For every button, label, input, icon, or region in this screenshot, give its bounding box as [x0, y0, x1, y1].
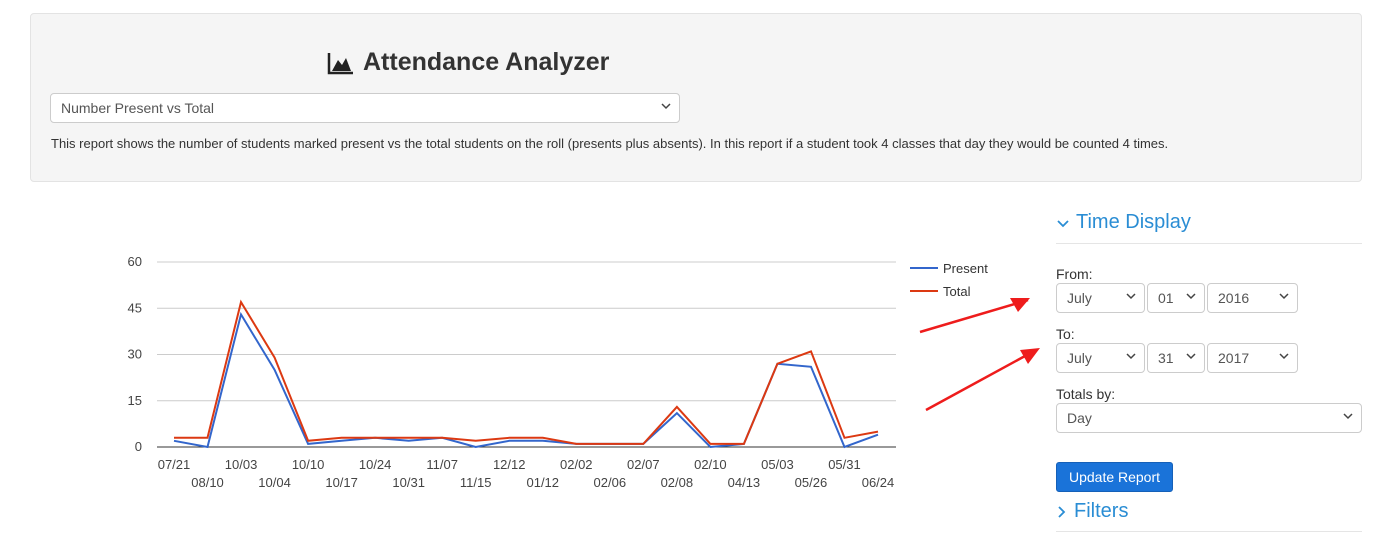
- x-tick-label: 10/17: [325, 475, 358, 490]
- x-tick-label: 05/03: [761, 457, 794, 472]
- x-tick-label: 02/02: [560, 457, 593, 472]
- legend-label-present: Present: [943, 261, 988, 276]
- page-title-text: Attendance Analyzer: [363, 48, 610, 76]
- y-tick-label: 30: [128, 347, 142, 362]
- from-year-value: 2016: [1218, 290, 1250, 306]
- y-tick-label: 15: [128, 393, 142, 408]
- x-tick-label: 01/12: [526, 475, 559, 490]
- x-tick-label: 12/12: [493, 457, 526, 472]
- x-tick-label: 10/04: [258, 475, 291, 490]
- annotation-arrows: [919, 298, 1040, 412]
- report-type-value: Number Present vs Total: [61, 100, 215, 116]
- x-tick-label: 10/03: [225, 457, 258, 472]
- series-line-total: [174, 299, 879, 445]
- x-tick-label: 04/13: [728, 475, 761, 490]
- filters-heading: Filters: [1074, 500, 1129, 522]
- from-month-value: July: [1067, 290, 1092, 306]
- x-tick-label: 08/10: [191, 475, 224, 490]
- chevron-down-icon: [1186, 291, 1196, 301]
- chevron-down-icon: [1057, 219, 1069, 227]
- totals-by-select[interactable]: Day: [1056, 403, 1362, 433]
- attendance-line-chart: 01530456007/2108/1010/0310/0410/1010/171…: [128, 254, 989, 490]
- chevron-down-icon: [1186, 351, 1196, 361]
- to-month-select[interactable]: July: [1056, 343, 1145, 373]
- to-day-select[interactable]: 31: [1147, 343, 1205, 373]
- filters-toggle[interactable]: Filters: [1056, 500, 1128, 523]
- chevron-down-icon: [1126, 291, 1136, 301]
- x-tick-label: 02/06: [594, 475, 627, 490]
- from-year-select[interactable]: 2016: [1207, 283, 1298, 313]
- totals-by-value: Day: [1067, 410, 1092, 426]
- y-tick-label: 45: [128, 300, 142, 315]
- legend-label-total: Total: [943, 284, 971, 299]
- divider: [1056, 243, 1362, 244]
- x-tick-label: 11/15: [460, 475, 492, 490]
- to-month-value: July: [1067, 350, 1092, 366]
- x-tick-label: 02/08: [661, 475, 694, 490]
- to-year-value: 2017: [1218, 350, 1250, 366]
- chevron-down-icon: [1279, 291, 1289, 301]
- from-day-value: 01: [1158, 290, 1174, 306]
- chevron-right-icon: [1058, 505, 1066, 518]
- from-month-select[interactable]: July: [1056, 283, 1145, 313]
- x-tick-label: 05/31: [828, 457, 861, 472]
- arrow-to-from-date: [919, 298, 1029, 334]
- x-tick-label: 10/24: [359, 457, 392, 472]
- x-tick-label: 02/10: [694, 457, 727, 472]
- area-chart-icon: [327, 52, 353, 74]
- y-tick-label: 0: [135, 439, 142, 454]
- report-description: This report shows the number of students…: [51, 136, 1169, 151]
- to-label: To:: [1056, 326, 1075, 342]
- to-day-value: 31: [1158, 350, 1174, 366]
- report-type-select[interactable]: Number Present vs Total: [50, 93, 680, 123]
- update-report-button[interactable]: Update Report: [1056, 462, 1173, 492]
- page-title: Attendance Analyzer: [327, 48, 609, 77]
- from-day-select[interactable]: 01: [1147, 283, 1205, 313]
- to-year-select[interactable]: 2017: [1207, 343, 1298, 373]
- chevron-down-icon: [1279, 351, 1289, 361]
- chevron-down-icon: [1343, 411, 1353, 421]
- series-line-present: [173, 311, 879, 449]
- x-tick-label: 02/07: [627, 457, 660, 472]
- x-tick-label: 10/10: [292, 457, 325, 472]
- x-tick-label: 10/31: [392, 475, 425, 490]
- arrow-to-to-date: [925, 348, 1037, 412]
- chevron-down-icon: [661, 101, 671, 111]
- x-tick-label: 05/26: [795, 475, 828, 490]
- x-tick-label: 11/07: [426, 457, 458, 472]
- x-tick-label: 07/21: [158, 457, 191, 472]
- y-tick-label: 60: [128, 254, 142, 269]
- totals-by-label: Totals by:: [1056, 386, 1116, 402]
- chevron-down-icon: [1126, 351, 1136, 361]
- from-label: From:: [1056, 266, 1093, 282]
- time-display-toggle[interactable]: Time Display: [1056, 211, 1191, 234]
- report-header-panel: Attendance Analyzer Number Present vs To…: [30, 13, 1362, 182]
- time-display-heading: Time Display: [1076, 211, 1191, 233]
- divider: [1056, 531, 1362, 532]
- x-tick-label: 06/24: [862, 475, 895, 490]
